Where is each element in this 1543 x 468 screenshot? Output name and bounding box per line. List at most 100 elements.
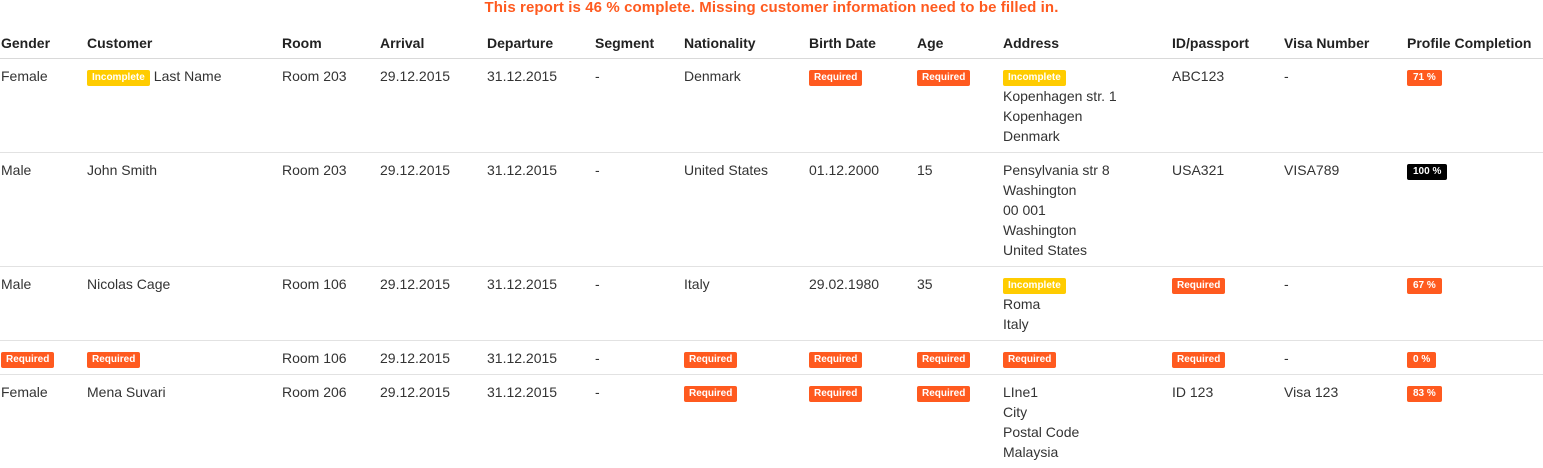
age-cell: 15 (916, 153, 1002, 267)
profile-completion-cell: 71 % (1406, 59, 1543, 153)
visa-number-cell: - (1283, 341, 1406, 375)
customer-cell: Mena Suvari (86, 375, 281, 468)
gender-cell: Male (0, 153, 86, 267)
column-header-birth-date: Birth Date (808, 28, 916, 59)
completion-badge: 0 % (1407, 352, 1436, 368)
departure-cell: 31.12.2015 (486, 153, 594, 267)
required-badge: Required (809, 352, 862, 368)
column-header-segment: Segment (594, 28, 683, 59)
table-row: Required Required Room 106 29.12.2015 31… (0, 341, 1543, 375)
arrival-cell: 29.12.2015 (379, 267, 486, 341)
customer-cell: Nicolas Cage (86, 267, 281, 341)
completion-badge: 71 % (1407, 70, 1442, 86)
segment-cell: - (594, 267, 683, 341)
address-cell: Required (1002, 341, 1171, 375)
address-line: Pensylvania str 8 (1003, 160, 1171, 180)
departure-cell: 31.12.2015 (486, 59, 594, 153)
address-line: Italy (1003, 314, 1171, 334)
id-passport-cell: USA321 (1171, 153, 1283, 267)
departure-cell: 31.12.2015 (486, 267, 594, 341)
id-passport-cell: ABC123 (1171, 59, 1283, 153)
age-cell: Required (916, 375, 1002, 468)
nationality-cell: United States (683, 153, 808, 267)
gender-cell: Required (0, 341, 86, 375)
birth-date-cell: Required (808, 375, 916, 468)
report-completion-banner: This report is 46 % complete. Missing cu… (0, 0, 1543, 15)
arrival-cell: 29.12.2015 (379, 59, 486, 153)
gender-cell: Female (0, 59, 86, 153)
column-header-visa-number: Visa Number (1283, 28, 1406, 59)
required-badge: Required (917, 386, 970, 402)
room-cell: Room 106 (281, 341, 379, 375)
segment-cell: - (594, 341, 683, 375)
nationality-cell: Denmark (683, 59, 808, 153)
column-header-departure: Departure (486, 28, 594, 59)
required-badge: Required (684, 386, 737, 402)
required-badge: Required (809, 70, 862, 86)
segment-cell: - (594, 375, 683, 468)
column-header-gender: Gender (0, 28, 86, 59)
arrival-cell: 29.12.2015 (379, 375, 486, 468)
address-line: Postal Code (1003, 422, 1171, 442)
required-badge: Required (917, 70, 970, 86)
departure-cell: 31.12.2015 (486, 341, 594, 375)
customer-cell: John Smith (86, 153, 281, 267)
room-cell: Room 206 (281, 375, 379, 468)
id-passport-cell: Required (1171, 267, 1283, 341)
completion-badge: 83 % (1407, 386, 1442, 402)
room-cell: Room 106 (281, 267, 379, 341)
column-header-age: Age (916, 28, 1002, 59)
address-cell: Pensylvania str 8 Washington 00 001 Wash… (1002, 153, 1171, 267)
incomplete-badge: Incomplete (87, 70, 150, 86)
table-header-row: Gender Customer Room Arrival Departure S… (0, 28, 1543, 59)
address-line: LIne1 (1003, 382, 1171, 402)
table-row: Male Nicolas Cage Room 106 29.12.2015 31… (0, 267, 1543, 341)
table-row: Female Mena Suvari Room 206 29.12.2015 3… (0, 375, 1543, 468)
incomplete-badge: Incomplete (1003, 70, 1066, 86)
visa-number-cell: - (1283, 267, 1406, 341)
visa-number-cell: - (1283, 59, 1406, 153)
gender-cell: Male (0, 267, 86, 341)
column-header-nationality: Nationality (683, 28, 808, 59)
column-header-room: Room (281, 28, 379, 59)
arrival-cell: 29.12.2015 (379, 153, 486, 267)
column-header-address: Address (1002, 28, 1171, 59)
incomplete-badge: Incomplete (1003, 278, 1066, 294)
customer-name: Last Name (154, 68, 222, 84)
completion-badge: 100 % (1407, 164, 1447, 180)
address-cell: LIne1 City Postal Code Malaysia (1002, 375, 1171, 468)
segment-cell: - (594, 153, 683, 267)
column-header-id-passport: ID/passport (1171, 28, 1283, 59)
profile-completion-cell: 100 % (1406, 153, 1543, 267)
nationality-cell: Required (683, 375, 808, 468)
address-line: Malaysia (1003, 442, 1171, 462)
profile-completion-cell: 67 % (1406, 267, 1543, 341)
required-badge: Required (917, 352, 970, 368)
required-badge: Required (809, 386, 862, 402)
required-badge: Required (1003, 352, 1056, 368)
column-header-arrival: Arrival (379, 28, 486, 59)
birth-date-cell: Required (808, 341, 916, 375)
column-header-profile-completion: Profile Completion (1406, 28, 1543, 59)
profile-completion-cell: 0 % (1406, 341, 1543, 375)
address-line: 00 001 (1003, 200, 1171, 220)
birth-date-cell: 01.12.2000 (808, 153, 916, 267)
id-passport-cell: Required (1171, 341, 1283, 375)
required-badge: Required (1172, 278, 1225, 294)
visa-number-cell: VISA789 (1283, 153, 1406, 267)
guest-report-table: Gender Customer Room Arrival Departure S… (0, 28, 1543, 468)
nationality-cell: Required (683, 341, 808, 375)
required-badge: Required (1, 352, 54, 368)
gender-cell: Female (0, 375, 86, 468)
room-cell: Room 203 (281, 153, 379, 267)
table-row: Male John Smith Room 203 29.12.2015 31.1… (0, 153, 1543, 267)
completion-badge: 67 % (1407, 278, 1442, 294)
visa-number-cell: Visa 123 (1283, 375, 1406, 468)
age-cell: Required (916, 59, 1002, 153)
arrival-cell: 29.12.2015 (379, 341, 486, 375)
required-badge: Required (1172, 352, 1225, 368)
address-cell: Incomplete Kopenhagen str. 1 Kopenhagen … (1002, 59, 1171, 153)
address-line: Washington (1003, 220, 1171, 240)
address-line: Washington (1003, 180, 1171, 200)
